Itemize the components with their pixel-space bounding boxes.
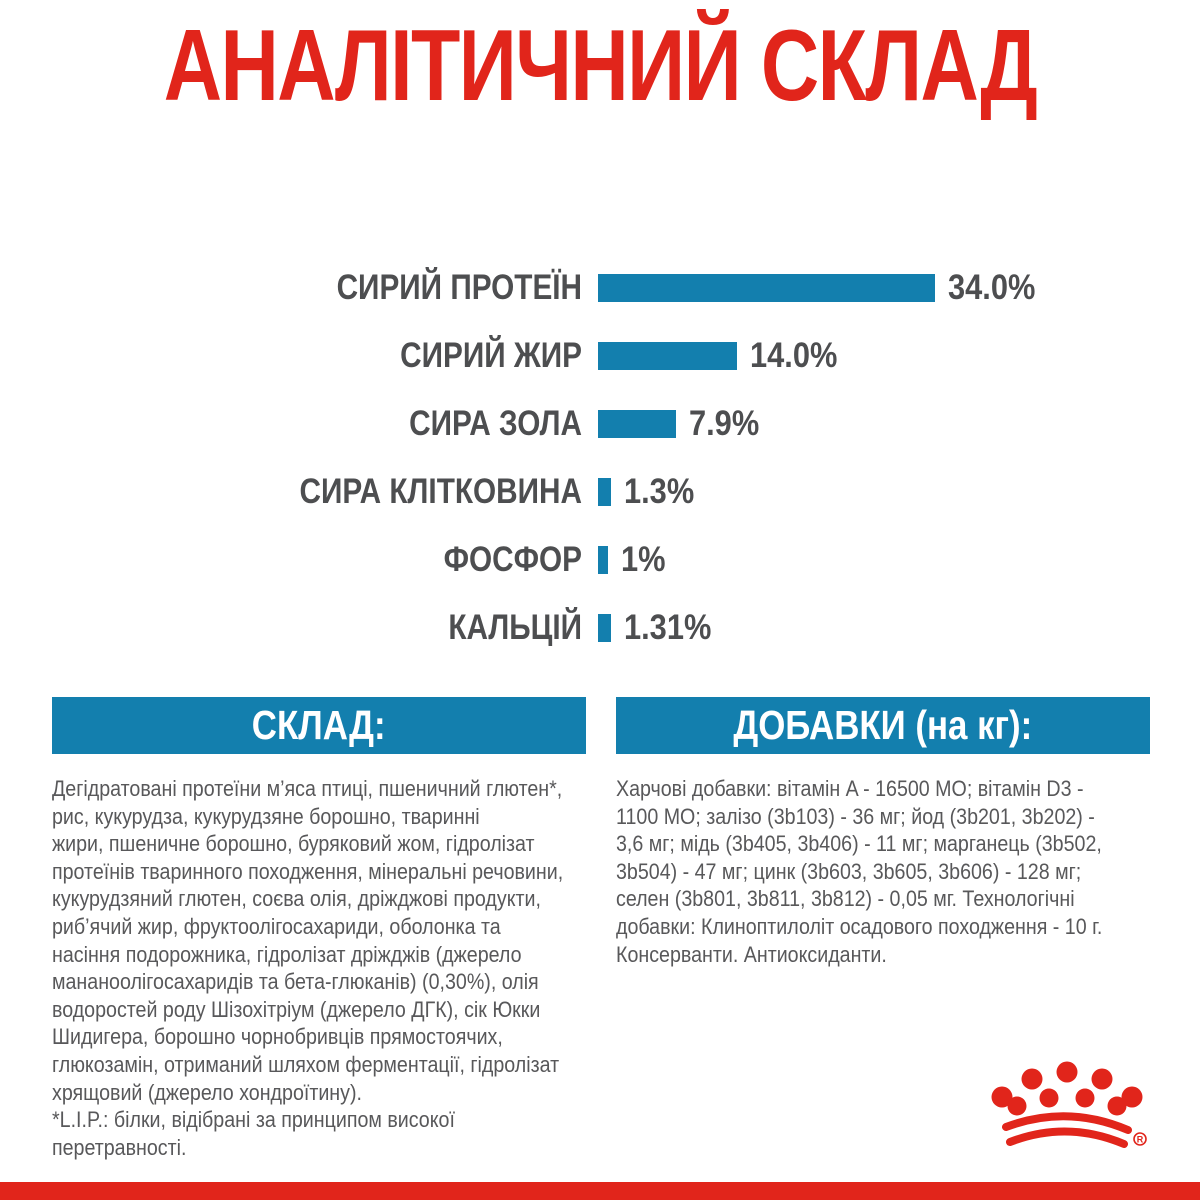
chart-category-label: СИРИЙ ЖИР <box>400 336 582 375</box>
chart-value-label: 7.9% <box>689 404 760 443</box>
chart-category-label: ФОСФОР <box>443 540 582 579</box>
additives-text: Харчові добавки: вітамін A - 16500 МО; в… <box>616 776 1103 967</box>
nutrient-bar-chart: СИРИЙ ПРОТЕЇН 34.0% СИРИЙ ЖИР 14.0% СИРА ЗОЛ… <box>0 268 1200 682</box>
chart-value-label: 14.0% <box>749 336 837 375</box>
chart-category-label: КАЛЬЦІЙ <box>448 608 582 647</box>
additives-section: ДОБАВКИ (на кг): Харчові добавки: вітамі… <box>616 697 1150 968</box>
chart-bar <box>598 410 677 438</box>
composition-section: СКЛАД: Дегідратовані протеїни м’яса птиц… <box>52 697 586 1161</box>
chart-bar <box>598 478 611 506</box>
chart-row: СИРИЙ ПРОТЕЇН 34.0% <box>0 268 1200 307</box>
chart-row: ФОСФОР 1% <box>0 540 1200 579</box>
chart-row: СИРИЙ ЖИР 14.0% <box>0 336 1200 375</box>
chart-row: СИРА ЗОЛА 7.9% <box>0 404 1200 443</box>
page-title: АНАЛІТИЧНИЙ СКЛАД <box>163 10 1038 122</box>
composition-text: Дегідратовані протеїни м’яса птиці, пшен… <box>52 776 564 1105</box>
chart-row: КАЛЬЦІЙ 1.31% <box>0 608 1200 647</box>
composition-header: СКЛАД: <box>52 697 586 754</box>
composition-header-label: СКЛАД: <box>252 702 386 748</box>
chart-category-label: СИРА КЛІТКОВИНА <box>299 472 582 511</box>
lip-footnote: *L.I.P.: білки, відібрані за принципом в… <box>52 1107 455 1160</box>
royal-canin-crown-icon: R <box>983 1052 1151 1156</box>
chart-category-label: СИРА ЗОЛА <box>409 404 582 443</box>
chart-value-label: 1% <box>620 540 666 579</box>
chart-bar <box>598 614 611 642</box>
chart-category-label: СИРИЙ ПРОТЕЇН <box>336 268 582 307</box>
chart-row: СИРА КЛІТКОВИНА 1.3% <box>0 472 1200 511</box>
chart-value-label: 34.0% <box>947 268 1035 307</box>
additives-header: ДОБАВКИ (на кг): <box>616 697 1150 754</box>
additives-header-label: ДОБАВКИ (на кг): <box>733 702 1033 748</box>
chart-bar <box>598 546 608 574</box>
chart-value-label: 1.31% <box>623 608 712 647</box>
chart-value-label: 1.3% <box>623 472 695 511</box>
red-footer-strip <box>0 1182 1200 1200</box>
chart-bar <box>598 274 935 302</box>
svg-text:R: R <box>1137 1135 1144 1145</box>
chart-bar <box>598 342 737 370</box>
